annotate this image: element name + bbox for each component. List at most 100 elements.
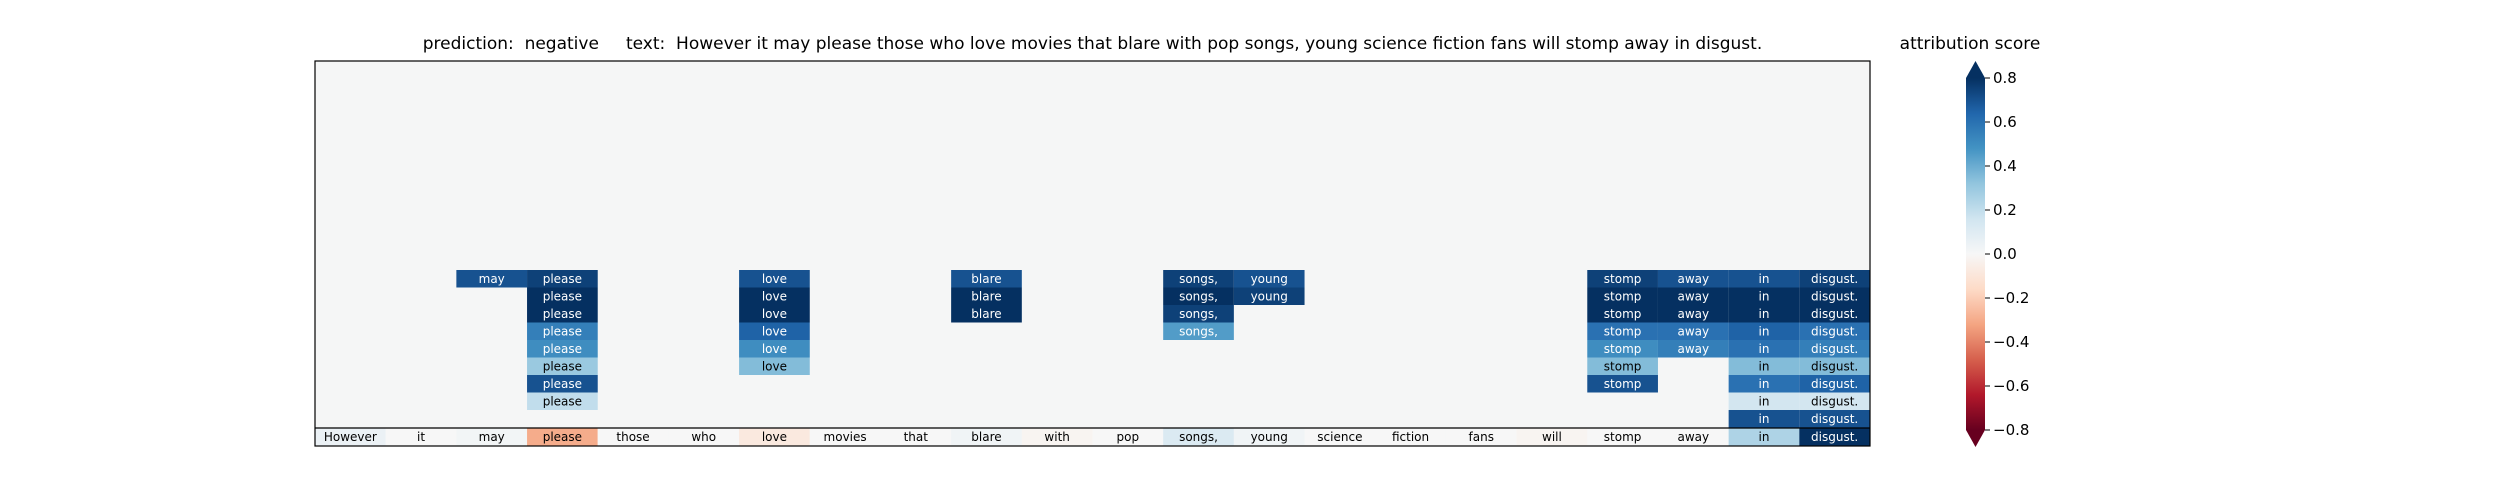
heatmap-cell xyxy=(1728,357,1800,375)
colorbar-tick-label: 0.4 xyxy=(1993,157,2017,175)
token-cell xyxy=(1657,428,1729,446)
heatmap-cell xyxy=(1657,340,1729,358)
token-label: stomp xyxy=(1604,430,1642,444)
heatmap-cell xyxy=(739,340,810,358)
token-label: in xyxy=(1759,430,1770,444)
cell-label: disgust. xyxy=(1811,342,1858,356)
token-label: that xyxy=(904,430,929,444)
heatmap-cell xyxy=(1657,270,1729,288)
colorbar-tick-label: 0.6 xyxy=(1993,113,2017,131)
heatmap-cell xyxy=(739,357,810,375)
colorbar-tick-label: −0.6 xyxy=(1993,377,2029,395)
token-label: However xyxy=(324,430,377,444)
token-label: who xyxy=(691,430,716,444)
heatmap-cell xyxy=(456,270,528,288)
plot-frame xyxy=(314,60,1871,447)
cell-label: please xyxy=(543,394,582,408)
token-cell xyxy=(1163,428,1234,446)
cell-label: away xyxy=(1677,272,1709,286)
token-label: may xyxy=(479,430,505,444)
chart-title: prediction: negative text: However it ma… xyxy=(422,34,1763,54)
cell-label: disgust. xyxy=(1811,377,1858,391)
cell-label: may xyxy=(479,272,505,286)
token-cell xyxy=(1799,428,1870,446)
cell-label: songs, xyxy=(1179,272,1218,286)
token-label: those xyxy=(616,430,649,444)
colorbar-tick-label: 0.0 xyxy=(1993,245,2017,263)
cell-label: stomp xyxy=(1604,359,1642,373)
cell-label: disgust. xyxy=(1811,289,1858,303)
cell-label: disgust. xyxy=(1811,307,1858,321)
cell-label: away xyxy=(1677,307,1709,321)
heatmap-cell xyxy=(951,305,1022,323)
cell-label: disgust. xyxy=(1811,324,1858,338)
heatmap-cells: may please love blare songs, young stomp away in… xyxy=(315,270,1870,446)
cell-label: please xyxy=(543,359,582,373)
cell-label: stomp xyxy=(1604,272,1642,286)
cell-label: stomp xyxy=(1604,289,1642,303)
token-cell xyxy=(1375,428,1446,446)
heatmap-cell xyxy=(1799,357,1870,375)
colorbar-tick-label: 0.8 xyxy=(1993,69,2017,87)
colorbar-gradient xyxy=(1966,78,1985,430)
colorbar-tick-label: −0.2 xyxy=(1993,289,2029,307)
token-cell xyxy=(951,428,1022,446)
cell-label: please xyxy=(543,289,582,303)
cell-label: disgust. xyxy=(1811,394,1858,408)
heatmap-cell xyxy=(739,287,810,305)
heatmap-cell xyxy=(1728,305,1800,323)
token-cell xyxy=(385,428,457,446)
heatmap-cell xyxy=(527,305,598,323)
heatmap-cell xyxy=(527,287,598,305)
cell-label: please xyxy=(543,272,582,286)
token-label: with xyxy=(1044,430,1069,444)
token-cell xyxy=(1092,428,1164,446)
cell-label: in xyxy=(1759,307,1770,321)
heatmap-cell xyxy=(527,270,598,288)
cell-label: away xyxy=(1677,289,1709,303)
heatmap-cell xyxy=(1728,322,1800,340)
token-label: fans xyxy=(1469,430,1494,444)
heatmap-cell xyxy=(739,270,810,288)
heatmap-cell xyxy=(1657,322,1729,340)
token-label: science xyxy=(1317,430,1362,444)
colorbar: 0.8 0.6 0.4 0.2 0.0 −0.2 −0.4 −0.6 −0.8 xyxy=(1966,61,2029,447)
cell-label: stomp xyxy=(1604,377,1642,391)
token-cell xyxy=(597,428,669,446)
token-cell xyxy=(1587,428,1658,446)
token-label: away xyxy=(1677,430,1709,444)
heatmap-cell xyxy=(1799,305,1870,323)
heatmap-cell xyxy=(1728,287,1800,305)
cell-label: in xyxy=(1759,272,1770,286)
token-label: blare xyxy=(971,430,1001,444)
cell-label: away xyxy=(1677,342,1709,356)
heatmap-cell xyxy=(951,270,1022,288)
heatmap-cell xyxy=(1799,340,1870,358)
cell-label: please xyxy=(543,324,582,338)
cell-label: stomp xyxy=(1604,324,1642,338)
heatmap-cell xyxy=(1799,270,1870,288)
heatmap-cell xyxy=(1163,270,1234,288)
token-cell xyxy=(1445,428,1517,446)
cell-label: songs, xyxy=(1179,289,1218,303)
heatmap-cell xyxy=(1728,392,1800,410)
cell-label: in xyxy=(1759,394,1770,408)
token-cell xyxy=(315,428,386,446)
heatmap-cell xyxy=(1728,340,1800,358)
cell-label: please xyxy=(543,377,582,391)
cell-label: songs, xyxy=(1179,324,1218,338)
colorbar-extend-min xyxy=(1966,430,1985,447)
cell-label: young xyxy=(1251,272,1288,286)
colorbar-tick-label: −0.4 xyxy=(1993,333,2029,351)
token-label: movies xyxy=(824,430,867,444)
token-cell xyxy=(809,428,881,446)
token-cell xyxy=(668,428,740,446)
heatmap-cell xyxy=(1799,392,1870,410)
heatmap-cell xyxy=(739,322,810,340)
token-label: young xyxy=(1251,430,1288,444)
heatmap-cell xyxy=(1799,322,1870,340)
token-cell xyxy=(1516,428,1588,446)
heatmap-cell xyxy=(1728,270,1800,288)
cell-label: disgust. xyxy=(1811,272,1858,286)
cell-label: blare xyxy=(971,307,1001,321)
